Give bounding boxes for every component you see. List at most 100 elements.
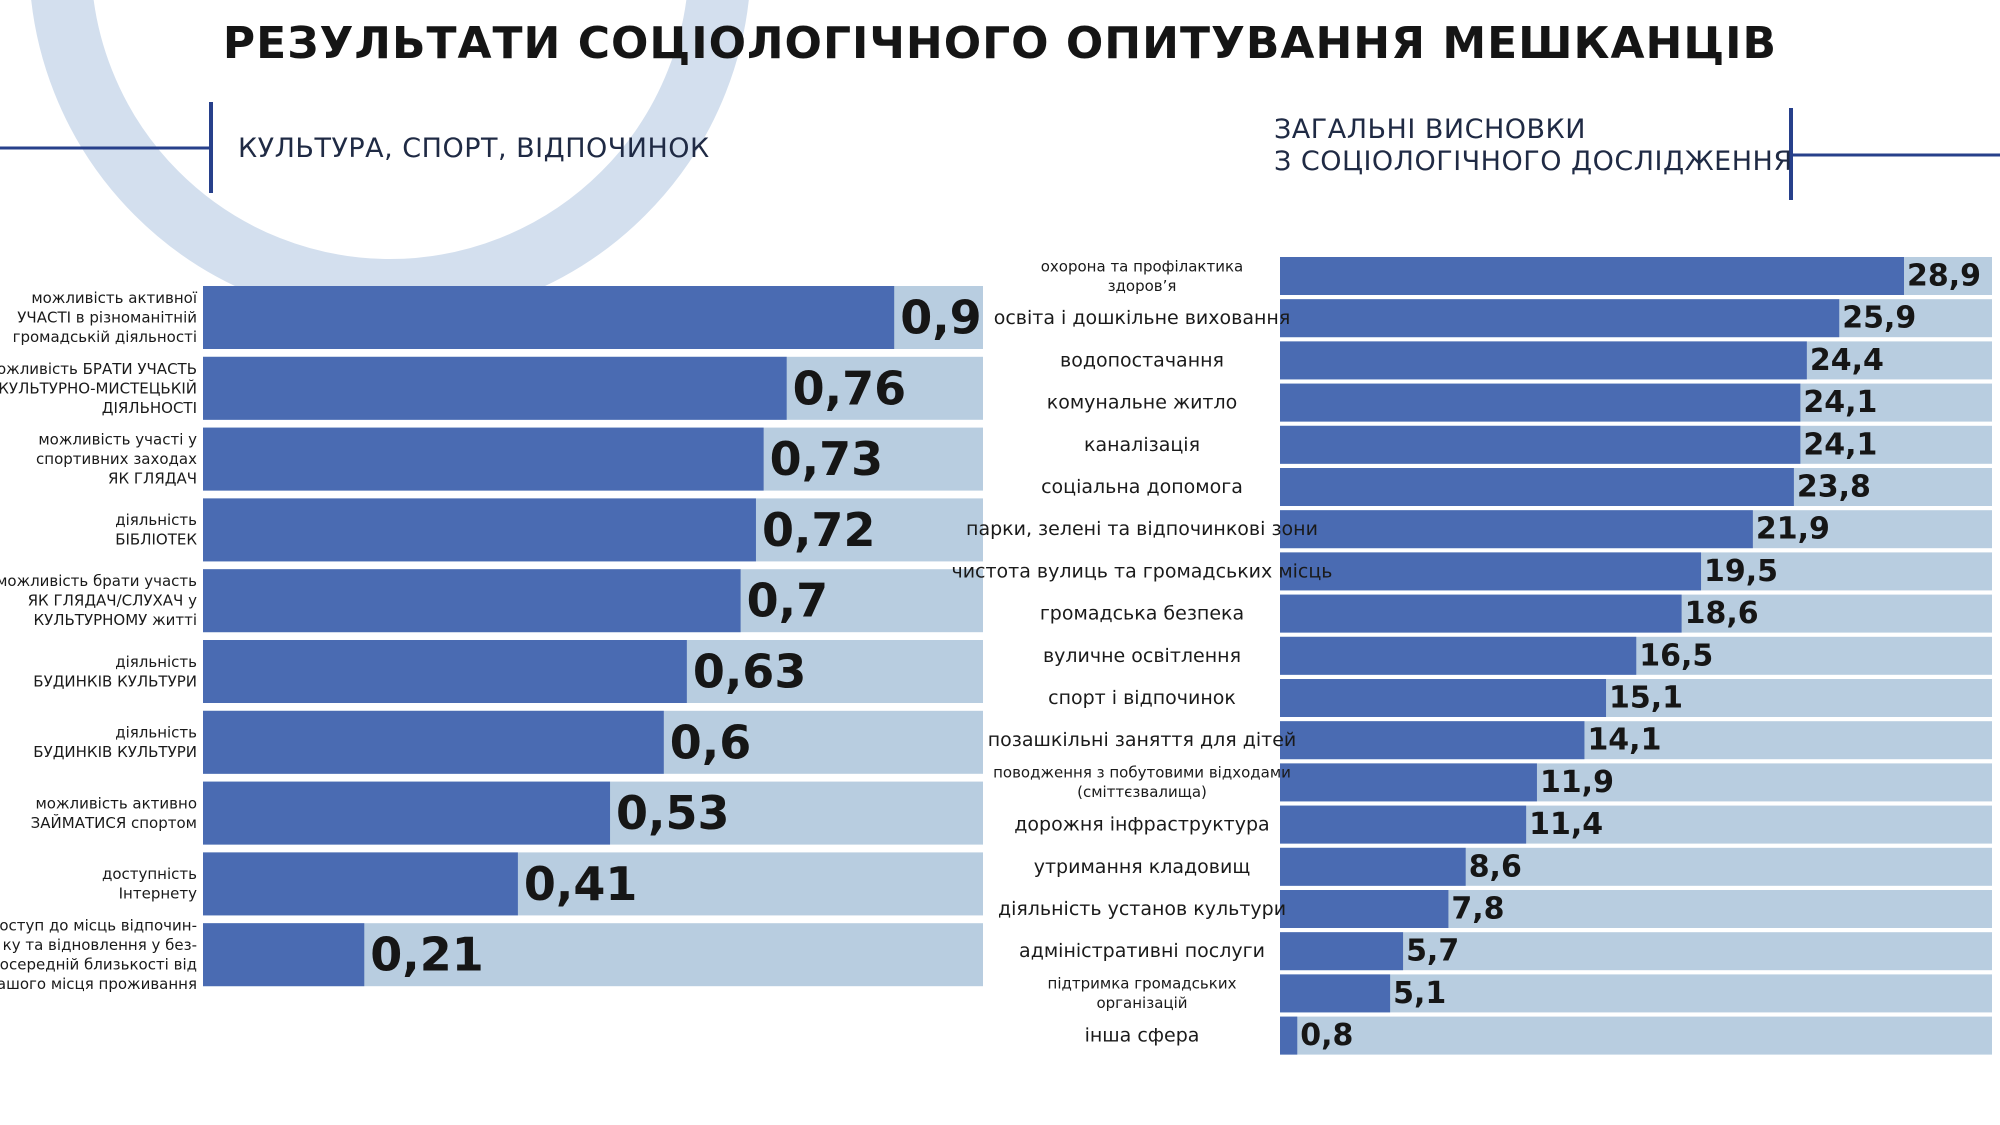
category-label: вуличне освітлення [1043,645,1241,667]
category-label-line: можливість брати участь [0,572,197,590]
right-section-title: ЗАГАЛЬНІ ВИСНОВКИ З СОЦІОЛОГІЧНОГО ДОСЛІ… [1274,114,1793,178]
category-label-line: У КУЛЬТУРНО-МИСТЕЦЬКІЙ [0,378,197,397]
value-label: 0,8 [1300,1018,1353,1053]
value-label: 8,6 [1469,849,1522,884]
bar [1280,1016,1298,1055]
category-label-line: діяльність [115,724,197,742]
category-label-line: БІБЛІОТЕК [115,531,197,549]
category-label-line: інша сфера [1085,1025,1200,1047]
category-label: утримання кладовищ [1034,856,1251,878]
category-label-line: комунальне житло [1047,392,1238,414]
value-label: 0,73 [770,432,884,486]
bar [1280,763,1537,802]
category-label-line: ЗАЙМАТИСЯ спортом [31,813,197,832]
category-label-line: посередній близькості від [0,955,197,973]
category-label-line: ку та відновлення у без- [3,936,197,954]
category-label: можливість активної УЧАСТІ в різноманітні… [13,289,198,346]
category-label: діяльність БУДИНКІВ КУЛЬТУРИ [33,653,197,691]
bar [203,569,741,633]
bar-track [1280,974,1992,1013]
bar [1280,974,1391,1013]
category-label-line: водопостачання [1060,349,1224,371]
bar [203,710,664,774]
category-label-line: ЯК ГЛЯДАЧ/СЛУХАЧ у [28,592,197,610]
category-label-line: парки, зелені та відпочинкові зони [966,518,1318,540]
category-label-line: можливість активно [35,794,197,812]
value-label: 5,1 [1393,976,1446,1011]
category-label: каналізація [1084,434,1200,456]
bar [1280,594,1682,633]
bar [203,286,895,349]
category-label-line: поводження з побутовими відходами [993,764,1291,782]
category-label-line: можливість БРАТИ УЧАСТЬ [0,360,197,378]
category-label: можливість активно ЗАЙМАТИСЯ спортом [31,794,197,832]
category-label-line: громадська безпека [1040,603,1244,625]
category-label-line: ДІЯЛЬНОСТІ [102,399,197,417]
category-label: спорт і відпочинок [1048,687,1236,709]
category-label-line: БУДИНКІВ КУЛЬТУРИ [33,672,197,690]
value-label: 25,9 [1842,301,1916,336]
category-label: освіта і дошкільне виховання [994,307,1291,329]
bar [203,781,611,845]
category-label-line: позашкільні заняття для дітей [988,729,1297,751]
value-label: 11,9 [1540,765,1614,800]
category-label-line: соціальна допомога [1041,476,1243,498]
category-label-line: можливість участі у [38,431,197,449]
right-section-title-line-1: ЗАГАЛЬНІ ВИСНОВКИ [1274,114,1586,145]
bar [1280,468,1794,506]
category-label: діяльність установ культури [998,898,1286,920]
bar [203,498,756,562]
category-label: підтримка громадських організацій [1048,975,1237,1013]
bar-track [1280,1016,1992,1055]
bar [203,640,687,703]
category-label: можливість БРАТИ УЧАСТЬ У КУЛЬТУРНО-МИСТЕ… [0,360,197,417]
category-label-line: діяльність [115,653,197,671]
category-label-line: спорт і відпочинок [1048,687,1236,709]
category-label: комунальне житло [1047,392,1238,414]
category-label: охорона та профілактика здоров’я [1041,257,1243,295]
value-label: 0,41 [524,857,638,911]
category-label-line: охорона та профілактика [1041,257,1243,275]
category-label-line: можливість активної [31,289,198,307]
value-label: 14,1 [1587,723,1661,758]
category-label-line: УЧАСТІ в різноманітній [17,309,197,327]
value-label: 15,1 [1609,681,1683,716]
value-label: 0,63 [693,645,807,699]
category-label: водопостачання [1060,349,1224,371]
bar [1280,805,1527,844]
category-label-line: діяльність установ культури [998,898,1286,920]
category-label-line: доступ до місць відпочин- [0,916,197,934]
value-label: 24,4 [1810,343,1884,378]
category-label-line: БУДИНКІВ КУЛЬТУРИ [33,743,197,761]
category-label: чистота вулиць та громадських місць [951,560,1332,582]
category-label-line: вашого місця проживання [0,975,197,993]
bar [1280,847,1466,886]
category-label: інша сфера [1085,1025,1200,1047]
value-label: 0,21 [370,928,484,982]
category-label: діяльність БІБЛІОТЕК [115,511,197,549]
value-label: 0,6 [670,715,752,769]
value-label: 5,7 [1406,934,1459,969]
category-label: доступ до місць відпочин-ку та відновлен… [0,916,197,993]
bar [1280,383,1801,422]
value-label: 0,72 [762,503,876,557]
left-section-title: КУЛЬТУРА, СПОРТ, ВІДПОЧИНОК [238,133,710,164]
value-label: 24,1 [1803,385,1877,420]
category-label: соціальна допомога [1041,476,1243,498]
category-label-line: доступність [102,865,197,883]
category-label: громадська безпека [1040,603,1244,625]
category-label-line: спортивних заходах [36,450,197,468]
bar [1280,510,1753,549]
bar [203,923,365,987]
category-label-line: організацій [1096,994,1187,1012]
value-label: 21,9 [1756,512,1830,547]
bar [203,427,764,491]
category-label-line: здоров’я [1108,277,1177,295]
bar [1280,425,1801,464]
value-label: 18,6 [1685,596,1759,631]
category-label: поводження з побутовими відходами (сміттє… [993,764,1291,802]
category-label: адміністративні послуги [1019,940,1265,962]
category-label-line: (сміттєзвалища) [1077,783,1207,801]
category-label-line: чистота вулиць та громадських місць [951,560,1332,582]
